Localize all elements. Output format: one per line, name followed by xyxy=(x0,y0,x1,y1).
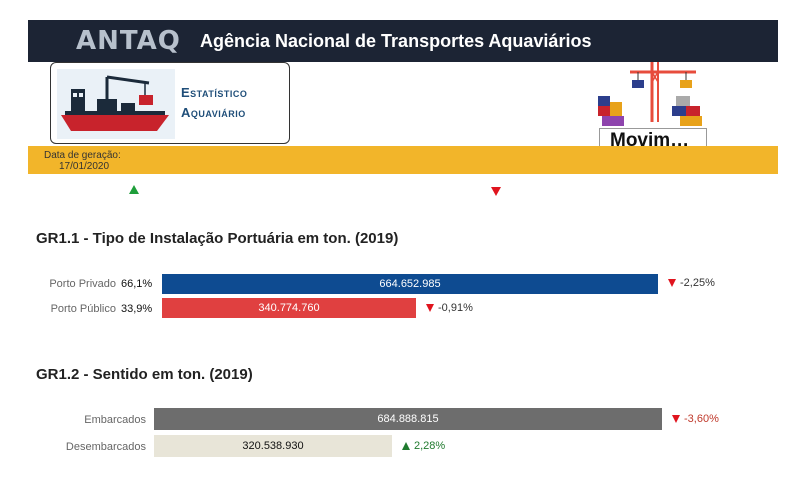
triangle-down-icon xyxy=(668,279,676,288)
gr1-1-delta-porto-publico: -0,91% xyxy=(426,302,473,314)
gr1-1-row-pct: 66,1% xyxy=(121,278,153,290)
card-title-line2: Aquaviário xyxy=(181,105,246,120)
gr1-1-delta-porto-privado: -2,25% xyxy=(668,277,715,289)
card-title-line1: Estatístico xyxy=(181,85,248,100)
antaq-logo: ANTAQ xyxy=(76,26,181,56)
gr1-1-bar-porto-publico[interactable]: 340.774.760 xyxy=(162,298,416,318)
triangle-down-icon xyxy=(426,304,434,313)
cargo-ship-icon xyxy=(57,69,175,139)
gr1-2-bar-embarcados[interactable]: 684.888.815 xyxy=(154,408,662,430)
triangle-down-icon xyxy=(491,187,501,196)
generation-date-label: Data de geração: xyxy=(44,150,121,161)
gr1-1-row-label: Porto Público xyxy=(50,303,116,315)
header-bar: ANTAQ Agência Nacional de Transportes Aq… xyxy=(28,20,778,62)
estatistico-aquaviario-card[interactable]: Estatístico Aquaviário xyxy=(50,62,290,144)
gr1-1-bar-porto-privado[interactable]: 664.652.985 xyxy=(162,274,658,294)
gr1-1-title: GR1.1 - Tipo de Instalação Portuária em … xyxy=(36,230,399,247)
triangle-up-icon xyxy=(129,185,139,194)
gr1-2-row-label: Desembarcados xyxy=(65,441,146,453)
gr1-2-delta-desembarcados: 2,28% xyxy=(402,440,445,452)
triangle-down-icon xyxy=(672,415,680,424)
port-crane-containers-icon xyxy=(598,62,702,126)
gr1-1-row-pct: 33,9% xyxy=(121,303,153,315)
gr1-2-row-label: Embarcados xyxy=(84,414,146,426)
triangle-up-icon xyxy=(402,442,410,451)
gr1-2-delta-embarcados: -3,60% xyxy=(672,413,719,425)
gr1-2-title: GR1.2 - Sentido em ton. (2019) xyxy=(36,366,253,383)
generation-date-bar: Data de geração: 17/01/2020 xyxy=(28,146,778,174)
generation-date-value: 17/01/2020 xyxy=(59,161,110,172)
gr1-2-bar-desembarcados[interactable]: 320.538.930 xyxy=(154,435,392,457)
gr1-1-row-label: Porto Privado xyxy=(49,278,116,290)
agency-title: Agência Nacional de Transportes Aquaviár… xyxy=(200,31,592,51)
